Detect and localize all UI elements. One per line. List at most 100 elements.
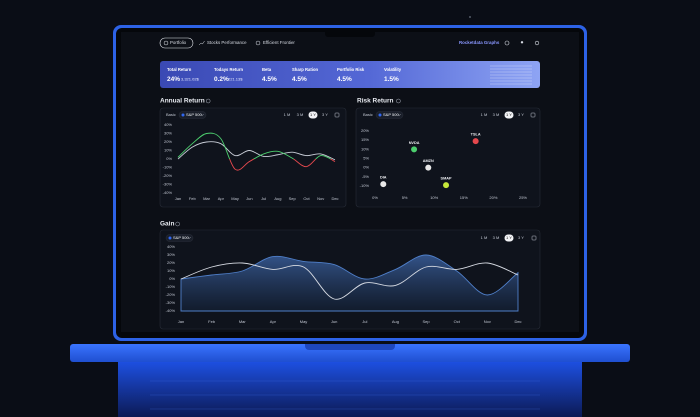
chevron [397, 114, 401, 116]
point-label: TSLA [471, 133, 481, 137]
notch [325, 28, 375, 37]
camera-dot [469, 16, 471, 18]
range-button[interactable]: 3 M [493, 112, 500, 117]
y-tick-label: 0% [166, 156, 172, 161]
point [380, 181, 387, 188]
y-tick-label: 30% [167, 252, 175, 257]
panel-title: Gain [160, 221, 174, 228]
range-active [504, 111, 514, 119]
x-tick-label: Jul [362, 319, 367, 324]
y-tick-label: -30% [163, 182, 173, 187]
tab-icon [255, 40, 261, 46]
range-button[interactable]: 1 Y [506, 112, 512, 117]
range-button[interactable]: 3 Y [322, 112, 328, 117]
index-label: S&P 500 [186, 112, 202, 117]
table-reflection [118, 362, 582, 417]
index-label: S&P 500 [173, 235, 189, 240]
x-tick-label: 20% [489, 195, 497, 200]
y-tick-label: 20% [361, 128, 369, 133]
x-tick-label: Aug [274, 196, 281, 201]
tab-pill[interactable] [159, 37, 194, 49]
range-button[interactable]: 1 M [284, 112, 291, 117]
y-tick-label: -40% [166, 308, 176, 313]
point-label: SMAP [441, 177, 452, 181]
y-tick-label: -30% [166, 300, 176, 305]
index-label: S&P 500 [383, 112, 399, 117]
panel [355, 107, 541, 208]
y-tick-label: 10% [167, 268, 175, 273]
index-select[interactable] [375, 111, 404, 119]
basis-label: Basic [166, 112, 176, 117]
index-icon [378, 113, 382, 117]
range-button[interactable]: 1 M [481, 112, 488, 117]
range-button[interactable]: 3 M [493, 235, 500, 240]
theme-icon[interactable] [534, 40, 540, 46]
stats-banner [160, 61, 540, 88]
point [411, 146, 418, 153]
range-button[interactable]: 3 Y [518, 112, 524, 117]
y-tick-label: -10% [360, 183, 370, 188]
x-tick-label: 0% [372, 195, 378, 200]
y-tick-label: 10% [361, 146, 369, 151]
reflection-rows [150, 380, 540, 410]
y-tick-label: -20% [163, 173, 173, 178]
info-icon [175, 221, 180, 227]
stat-label: Sharp Ration [292, 67, 318, 72]
y-tick-label: 0% [363, 165, 369, 170]
y-tick-label: -5% [362, 174, 370, 179]
x-tick-label: Aug [392, 319, 399, 324]
stat-amount: 221.13$ [228, 77, 243, 82]
nav-tab[interactable]: Stocks Performance [207, 40, 247, 45]
index-select[interactable] [178, 111, 207, 119]
panel-title: Annual Return [160, 98, 205, 105]
stat-label: Beta [262, 67, 272, 72]
index-select[interactable] [165, 234, 194, 242]
nav-tab[interactable]: Efficient Frontier [263, 40, 295, 45]
x-tick-label: 10% [430, 195, 438, 200]
y-tick-label: -10% [166, 284, 176, 289]
x-tick-label: Apr [218, 196, 225, 201]
x-tick-label: Mar [203, 196, 211, 201]
y-tick-label: -20% [166, 292, 176, 297]
y-tick-label: 40% [167, 244, 175, 249]
range-button[interactable]: 1 Y [310, 112, 316, 117]
basis-label: Basic [363, 112, 373, 117]
panel [159, 107, 347, 208]
x-tick-label: Dec [331, 196, 338, 201]
x-tick-label: Oct [303, 196, 310, 201]
x-tick-label: Apr [270, 319, 277, 324]
stat-value: 4.5% [262, 76, 277, 83]
nav-tab[interactable]: Portfolio [170, 40, 187, 45]
x-tick-label: 25% [519, 195, 527, 200]
chevron [187, 237, 191, 239]
stat-label: Volatility [384, 67, 402, 72]
range-button[interactable]: 1 M [481, 235, 488, 240]
stat-amount: 3,321.02$ [181, 77, 200, 82]
user-icon[interactable] [520, 41, 524, 44]
area [180, 254, 519, 312]
stat-label: Total Return [167, 67, 192, 72]
x-tick-label: Jan [178, 319, 184, 324]
range-button[interactable]: 3 Y [518, 235, 524, 240]
range-button[interactable]: 1 Y [506, 235, 512, 240]
stat-label: Portfolio Risk [337, 67, 365, 72]
y-tick-label: 5% [363, 156, 369, 161]
x-tick-label: Dec [514, 319, 521, 324]
range-active [308, 111, 318, 119]
settings-icon[interactable] [504, 40, 510, 46]
calendar-icon [530, 112, 536, 118]
range-button[interactable]: 3 M [297, 112, 304, 117]
stat-value: 4.5% [292, 76, 307, 83]
brand[interactable]: Rocketdata Graphs [459, 40, 500, 45]
line [177, 132, 336, 171]
x-tick-label: Feb [189, 196, 197, 201]
x-tick-label: Mar [239, 319, 247, 324]
y-tick-label: -40% [163, 190, 173, 195]
info-icon [396, 98, 401, 104]
laptop-base [70, 344, 630, 362]
y-tick-label: 40% [164, 122, 172, 127]
index-icon [168, 236, 172, 240]
x-tick-label: 15% [460, 195, 468, 200]
y-tick-label: 0% [169, 276, 175, 281]
x-tick-label: Feb [208, 319, 216, 324]
